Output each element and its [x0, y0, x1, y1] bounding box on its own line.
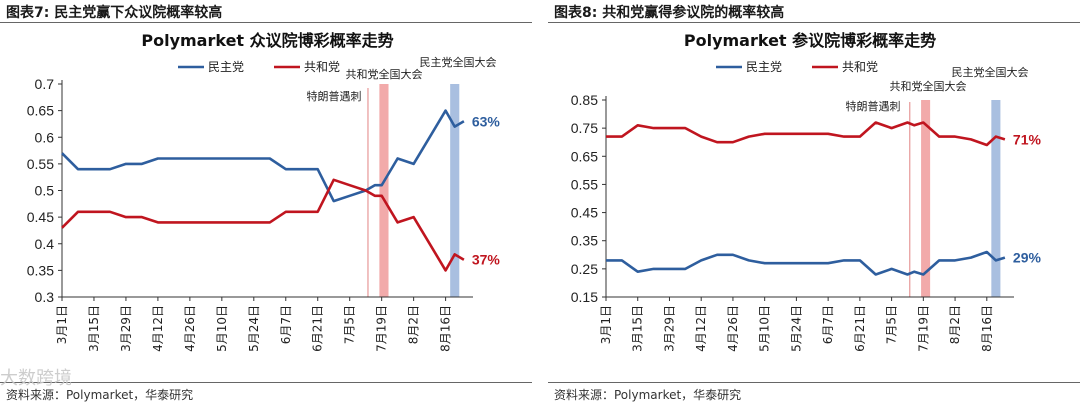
figure-8-source: 资料来源：Polymarket，华泰研究 [554, 388, 742, 402]
event-band-rnc [921, 100, 931, 297]
x-tick-label: 4月12日 [151, 305, 165, 352]
legend-label-rep: 共和党 [842, 59, 878, 74]
y-tick-label: 0.65 [571, 148, 598, 164]
y-tick-label: 0.15 [571, 289, 598, 305]
end-label-dem: 63% [472, 113, 501, 129]
series-line-dem [606, 250, 1006, 276]
x-tick-label: 7月5日 [885, 305, 899, 344]
x-tick-label: 3月1日 [599, 305, 613, 344]
figure-7-top-rule [0, 22, 532, 23]
x-tick-label: 6月7日 [279, 305, 293, 344]
y-tick-label: 0.35 [27, 262, 54, 278]
x-tick-label: 6月21日 [853, 305, 867, 352]
figure-8-title: 图表8: 共和党赢得参议院的概率较高 [554, 5, 785, 21]
end-label-rep: 71% [1013, 131, 1042, 147]
chart-title: Polymarket 众议院博彩概率走势 [141, 31, 393, 50]
legend-label-dem: 民主党 [208, 59, 244, 74]
x-tick-label: 7月19日 [916, 305, 930, 352]
x-tick-label: 7月19日 [375, 305, 389, 352]
legend-label-rep: 共和党 [304, 59, 340, 74]
x-tick-label: 3月29日 [662, 305, 676, 352]
end-label-rep: 37% [472, 252, 501, 268]
x-tick-label: 4月26日 [183, 305, 197, 352]
event-label-1: 共和党全国大会 [890, 79, 967, 93]
event-label-1: 共和党全国大会 [346, 67, 423, 81]
event-label-0: 特朗普遇刺 [307, 89, 362, 103]
chart-title: Polymarket 参议院博彩概率走势 [684, 31, 936, 50]
end-label-dem: 29% [1013, 250, 1042, 266]
figure-8-top-rule [548, 22, 1080, 23]
y-tick-label: 0.45 [571, 205, 598, 221]
x-tick-label: 6月21日 [311, 305, 325, 352]
x-tick-label: 5月24日 [247, 305, 261, 352]
x-tick-label: 3月15日 [87, 305, 101, 352]
x-tick-label: 7月5日 [343, 305, 357, 344]
x-tick-label: 8月2日 [948, 305, 962, 344]
x-tick-label: 8月2日 [407, 305, 421, 344]
figure-8-bottom-rule [548, 382, 1080, 383]
y-tick-label: 0.25 [571, 261, 598, 277]
x-tick-label: 3月29日 [119, 305, 133, 352]
figure-7-source: 资料来源：Polymarket，华泰研究 [6, 388, 194, 402]
x-tick-label: 4月26日 [726, 305, 740, 352]
y-tick-label: 0.55 [571, 176, 598, 192]
y-tick-label: 0.45 [27, 209, 54, 225]
legend-label-dem: 民主党 [746, 59, 782, 74]
y-tick-label: 0.35 [571, 233, 598, 249]
y-tick-label: 0.65 [27, 103, 54, 119]
event-band-rnc [379, 84, 389, 297]
x-tick-label: 5月10日 [758, 305, 772, 352]
y-tick-label: 0.85 [571, 92, 598, 108]
x-tick-label: 6月7日 [821, 305, 835, 344]
watermark: 大数跨境 [0, 368, 72, 389]
x-tick-label: 4月12日 [694, 305, 708, 352]
x-tick-label: 3月15日 [631, 305, 645, 352]
y-tick-label: 0.4 [35, 236, 55, 252]
series-line-rep [606, 121, 1006, 147]
figure-8: 图表8: 共和党赢得参议院的概率较高 Polymarket 参议院博彩概率走势民… [548, 0, 1080, 404]
x-tick-label: 5月10日 [215, 305, 229, 352]
event-label-0: 特朗普遇刺 [846, 99, 901, 113]
figure-7-title: 图表7: 民主党赢下众议院概率较高 [6, 5, 223, 21]
y-tick-label: 0.3 [35, 289, 55, 305]
event-label-2: 民主党全国大会 [420, 55, 497, 69]
series-line-rep [61, 178, 465, 272]
x-tick-label: 5月24日 [789, 305, 803, 352]
y-tick-label: 0.55 [27, 156, 54, 172]
figure-7-bottom-rule [0, 382, 532, 383]
event-band-dnc [450, 84, 460, 297]
event-band-dnc [991, 100, 1001, 297]
y-tick-label: 0.6 [35, 129, 55, 145]
y-tick-label: 0.5 [35, 183, 55, 199]
event-label-2: 民主党全国大会 [952, 65, 1029, 79]
x-tick-label: 8月16日 [439, 305, 453, 352]
y-tick-label: 0.75 [571, 120, 598, 136]
figure-7: 图表7: 民主党赢下众议院概率较高 Polymarket 众议院博彩概率走势民主… [0, 0, 532, 404]
y-tick-label: 0.7 [35, 76, 55, 92]
x-tick-label: 8月16日 [980, 305, 994, 352]
series-line-dem [61, 109, 465, 203]
x-tick-label: 3月1日 [55, 305, 69, 344]
